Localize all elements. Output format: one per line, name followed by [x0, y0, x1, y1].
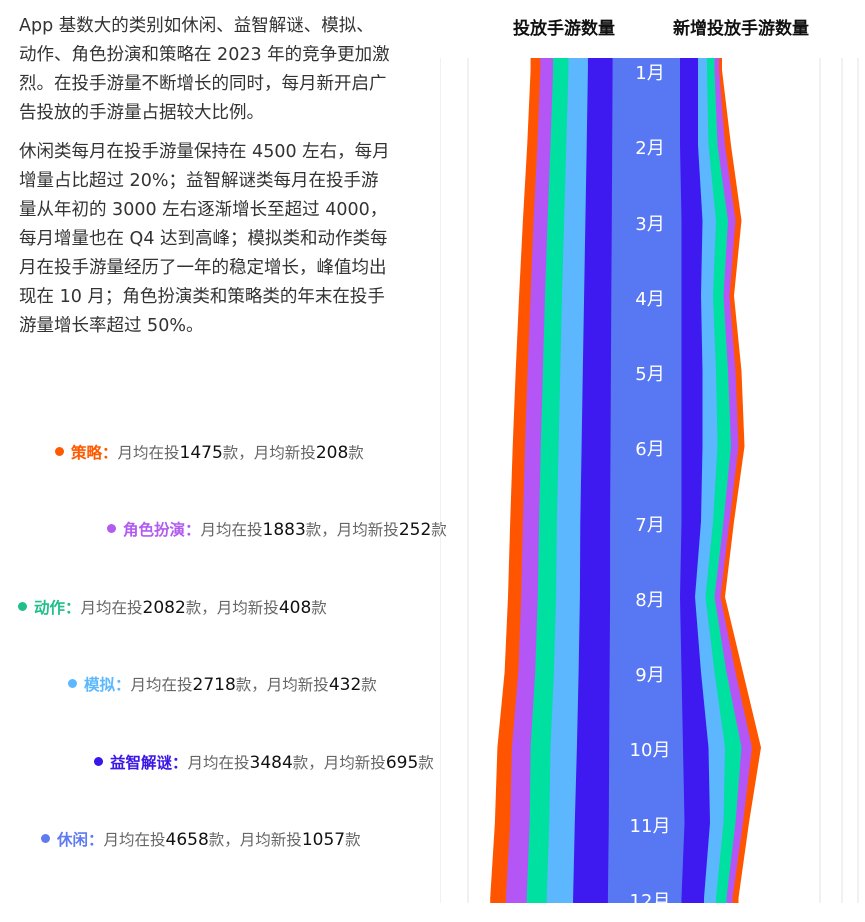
legend-text: 款	[345, 831, 361, 849]
legend-active-count: 1475	[179, 443, 223, 463]
legend-dot	[41, 834, 50, 843]
legend-text: 月均在投	[187, 754, 250, 772]
legend-text: 月均在投	[200, 521, 263, 539]
legend-text: 月均在投	[80, 599, 143, 617]
legend-text: 款，月均新投	[208, 831, 302, 849]
legend-text: 款，月均新投	[235, 676, 329, 694]
legend-active-count: 2082	[142, 598, 186, 618]
legend-dot	[55, 447, 64, 456]
intro-paragraph-1: App 基数大的类别如休闲、益智解谜、模拟、动作、角色扮演和策略在 2023 年…	[19, 16, 390, 123]
month-label: 4月	[635, 288, 665, 310]
legend-text: 月均在投	[130, 676, 193, 694]
legend-new-count: 1057	[301, 830, 346, 850]
month-label: 11月	[629, 815, 671, 837]
legend-item-action: 动作：月均在投2082款，月均新投408款	[18, 596, 327, 618]
month-label: 9月	[635, 665, 665, 687]
legend-text: 款	[361, 676, 377, 694]
month-label: 1月	[635, 63, 665, 84]
month-label: 10月	[629, 740, 671, 762]
legend-text: 款，月均新投	[292, 754, 386, 772]
legend-text: 月均在投	[103, 831, 166, 849]
active-band-cap	[607, 897, 650, 903]
legend-text: 款，月均新投	[305, 521, 399, 539]
legend-text: 款	[348, 444, 364, 462]
legend-text: 款，月均新投	[222, 444, 316, 462]
legend-dot	[68, 679, 77, 688]
active-band-休闲	[607, 70, 650, 898]
new-band-休闲	[650, 70, 685, 898]
legend-text: 款	[311, 599, 327, 617]
legend-new-count: 408	[278, 598, 312, 618]
month-label: 3月	[635, 213, 665, 235]
left-column-title: 投放手游数量	[513, 19, 615, 39]
right-column-title: 新增投放手游数量	[673, 19, 809, 39]
legend-category: 模拟：	[84, 676, 131, 694]
active-band-cap	[612, 58, 650, 71]
legend-new-count: 695	[385, 753, 419, 773]
stream-chart	[440, 58, 859, 903]
legend-text: 款	[431, 521, 447, 539]
intro-paragraph-2: 休闲类每月在投手游量保持在 4500 左右，每月增量占比超过 20%；益智解谜类…	[19, 142, 390, 336]
month-label: 8月	[635, 589, 665, 611]
legend-active-count: 4658	[165, 830, 209, 850]
legend-dot	[107, 524, 116, 533]
legend-category: 策略：	[71, 444, 118, 462]
month-label: 7月	[635, 514, 665, 536]
legend-item-casual: 休闲：月均在投4658款，月均新投1057款	[41, 828, 361, 850]
legend-new-count: 208	[315, 443, 349, 463]
new-band-cap	[650, 58, 680, 71]
month-label: 12月	[629, 891, 671, 912]
legend-new-count: 252	[398, 520, 432, 540]
legend-item-rpg: 角色扮演：月均在投1883款，月均新投252款	[107, 518, 447, 540]
legend-category: 休闲：	[57, 831, 104, 849]
legend-text: 款，月均新投	[185, 599, 279, 617]
legend-new-count: 432	[328, 675, 362, 695]
legend-item-simulation: 模拟：月均在投2718款，月均新投432款	[68, 673, 377, 695]
legend-dot	[18, 602, 27, 611]
legend-category: 角色扮演：	[123, 521, 201, 539]
new-band-cap	[650, 897, 682, 903]
month-label: 6月	[635, 439, 665, 461]
legend-item-strategy: 策略：月均在投1475款，月均新投208款	[55, 441, 364, 463]
legend-dot	[94, 757, 103, 766]
legend-category: 动作：	[34, 599, 81, 617]
legend-text: 款	[418, 754, 434, 772]
month-label: 2月	[635, 138, 665, 160]
legend-active-count: 1883	[262, 520, 306, 540]
intro-text: App 基数大的类别如休闲、益智解谜、模拟、动作、角色扮演和策略在 2023 年…	[19, 12, 391, 351]
legend-item-puzzle: 益智解谜：月均在投3484款，月均新投695款	[94, 751, 434, 773]
month-label: 5月	[635, 364, 665, 386]
legend-active-count: 3484	[249, 753, 293, 773]
legend-category: 益智解谜：	[110, 754, 188, 772]
legend-text: 月均在投	[117, 444, 180, 462]
legend-active-count: 2718	[192, 675, 236, 695]
